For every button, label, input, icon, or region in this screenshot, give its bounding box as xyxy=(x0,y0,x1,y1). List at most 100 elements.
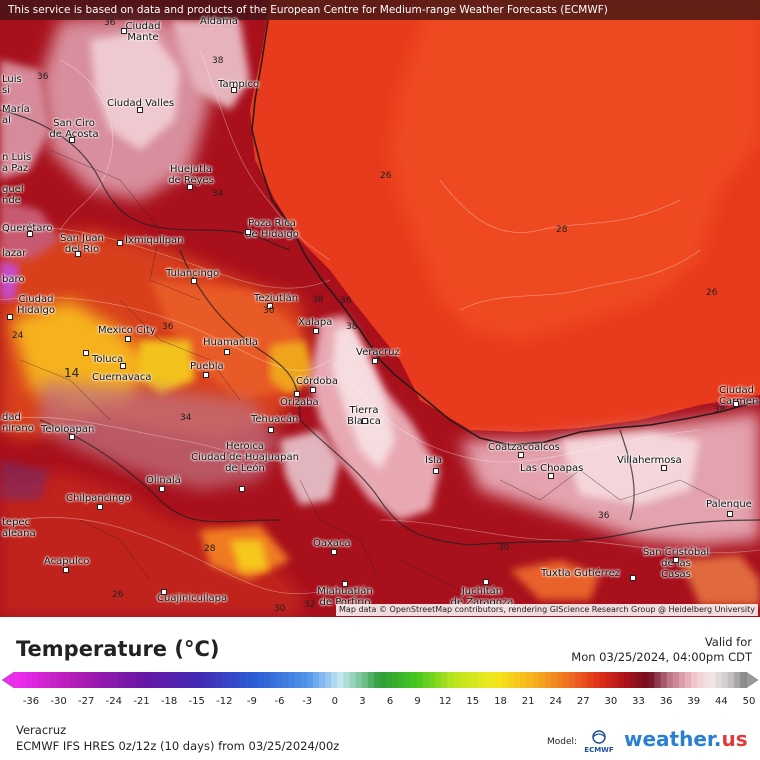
city-label[interactable]: Querétaro xyxy=(2,223,53,234)
city-label[interactable]: Palenque xyxy=(706,499,752,510)
color-scale-cell xyxy=(593,672,600,688)
city-marker xyxy=(27,231,33,237)
city-marker xyxy=(117,240,123,246)
city-label[interactable]: Miahuatlán de Porfirio xyxy=(317,586,373,608)
city-label[interactable]: Veracruz xyxy=(356,347,400,358)
city-label[interactable]: Córdoba xyxy=(296,376,338,387)
color-scale-cell xyxy=(636,672,643,688)
city-label[interactable]: Olinalá xyxy=(146,475,181,486)
city-label[interactable]: Luis si xyxy=(2,74,22,96)
city-label[interactable]: Tulancingo xyxy=(166,268,220,279)
temperature-color-scale xyxy=(1,671,759,689)
city-label[interactable]: Poza Rica de Hidalgo xyxy=(245,218,299,240)
city-label[interactable]: Teziutlán xyxy=(254,293,299,304)
color-scale-cell xyxy=(544,672,552,688)
city-label[interactable]: baro xyxy=(2,274,25,285)
color-scale-tick-label: 6 xyxy=(386,696,394,707)
city-label[interactable]: Tuxtla Gutiérrez xyxy=(541,568,621,579)
color-scale-cell xyxy=(81,672,88,688)
color-scale-cell xyxy=(233,672,241,688)
city-marker xyxy=(161,589,167,595)
city-label[interactable]: Huejutla de Reyes xyxy=(168,164,214,186)
color-scale-tick-label: 30 xyxy=(604,696,618,707)
city-label[interactable]: Puebla xyxy=(190,361,224,372)
city-label[interactable]: Villahermosa xyxy=(617,455,682,466)
city-label[interactable]: Xalapa xyxy=(298,317,333,328)
color-scale-cell xyxy=(325,672,332,688)
city-marker xyxy=(121,28,127,34)
color-scale-cell xyxy=(739,672,747,688)
color-scale-tick-label: 33 xyxy=(632,696,645,707)
temperature-map[interactable]: This service is based on data and produc… xyxy=(0,0,760,617)
city-label[interactable]: San Juan del Río xyxy=(60,233,104,255)
city-label[interactable]: Ixmiquilpan xyxy=(125,235,184,246)
color-scale-cell xyxy=(123,672,131,688)
city-label[interactable]: Ciudad Hidalgo xyxy=(16,294,56,316)
color-scale-cell xyxy=(258,672,265,688)
city-label[interactable]: Oaxaca xyxy=(313,538,351,549)
weather-us-logo[interactable]: weather.us xyxy=(624,727,748,751)
city-label[interactable]: San Cristóbal de las Casas xyxy=(642,547,710,580)
city-label[interactable]: tepec aleana xyxy=(2,517,36,539)
color-scale-cell xyxy=(75,672,82,688)
isotherm-label: 32 xyxy=(304,600,316,610)
map-attribution[interactable]: Map data © OpenStreetMap contributors, r… xyxy=(336,604,758,616)
valid-time: Mon 03/25/2024, 04:00pm CDT xyxy=(571,650,752,664)
city-label[interactable]: Mexico City xyxy=(98,325,156,336)
city-label[interactable]: Isla xyxy=(425,455,443,466)
color-scale-cell xyxy=(489,672,497,688)
city-marker xyxy=(239,486,245,492)
color-scale-cell xyxy=(508,672,515,688)
city-label[interactable]: n Luis a Paz xyxy=(2,152,32,174)
color-scale-tick-label: -30 xyxy=(50,696,67,707)
city-label[interactable]: Heroica Ciudad de Huajuapan de León xyxy=(191,441,299,474)
color-scale-tick-label: -9 xyxy=(246,696,257,707)
city-label[interactable]: María al xyxy=(2,104,30,126)
city-label[interactable]: guel nde xyxy=(2,184,24,206)
color-scale-cell xyxy=(38,672,45,688)
color-scale-cell xyxy=(441,672,448,688)
color-scale-cell xyxy=(587,672,594,688)
color-scale-tick-label: 36 xyxy=(659,696,673,707)
ecmwf-logo-icon: ECMWF xyxy=(584,730,614,754)
city-label[interactable]: Aldama xyxy=(200,16,238,27)
city-label[interactable]: Orizaba xyxy=(280,397,319,408)
city-label[interactable]: Teloloapan xyxy=(41,424,95,435)
color-scale-cell xyxy=(245,672,253,688)
color-scale-cell xyxy=(404,672,411,688)
city-label[interactable]: Coatzacoalcos xyxy=(488,442,560,453)
color-scale-cell xyxy=(50,672,58,688)
city-marker xyxy=(727,511,733,517)
city-label[interactable]: Tehuacán xyxy=(251,414,299,425)
color-scale-cell xyxy=(526,672,533,688)
city-label[interactable]: Juchitán de Zaragoza xyxy=(450,586,514,608)
isotherm-label: 14 xyxy=(64,366,80,380)
city-label[interactable]: Ciudad Valles xyxy=(107,98,175,109)
city-label[interactable]: Ciudad Mante xyxy=(125,21,161,43)
city-marker xyxy=(245,229,251,235)
city-label[interactable]: Las Choapas xyxy=(520,463,584,474)
ecmwf-logo-text: ECMWF xyxy=(584,746,614,754)
isotherm-label: 26 xyxy=(112,590,124,600)
isotherm-label: 36 xyxy=(340,296,352,306)
city-label[interactable]: Chilpancingo xyxy=(66,493,131,504)
city-label[interactable]: Cuajinicuilapa xyxy=(157,593,228,604)
color-scale-tick-label: 0 xyxy=(331,696,338,707)
city-label[interactable]: Cuernavaca xyxy=(92,372,152,383)
isotherm-label: 38 xyxy=(212,56,224,66)
city-label[interactable]: San Ciro de Acosta xyxy=(49,118,99,140)
isotherm-label: 38 xyxy=(312,295,324,305)
city-label[interactable]: Huamantla xyxy=(203,337,259,348)
city-marker xyxy=(518,452,524,458)
city-label[interactable]: Acapulco xyxy=(44,556,90,567)
city-label[interactable]: Toluca xyxy=(92,354,124,365)
isotherm-label: 36 xyxy=(598,511,610,521)
city-label[interactable]: lazar xyxy=(2,248,27,259)
color-scale-cell xyxy=(715,672,722,688)
color-scale-cell xyxy=(209,672,216,688)
city-label[interactable]: dad nirano xyxy=(2,412,34,434)
color-scale-cell xyxy=(331,672,338,688)
city-label[interactable]: Tampico xyxy=(218,79,260,90)
color-scale-cell xyxy=(483,672,491,688)
color-scale-cell xyxy=(129,672,137,688)
